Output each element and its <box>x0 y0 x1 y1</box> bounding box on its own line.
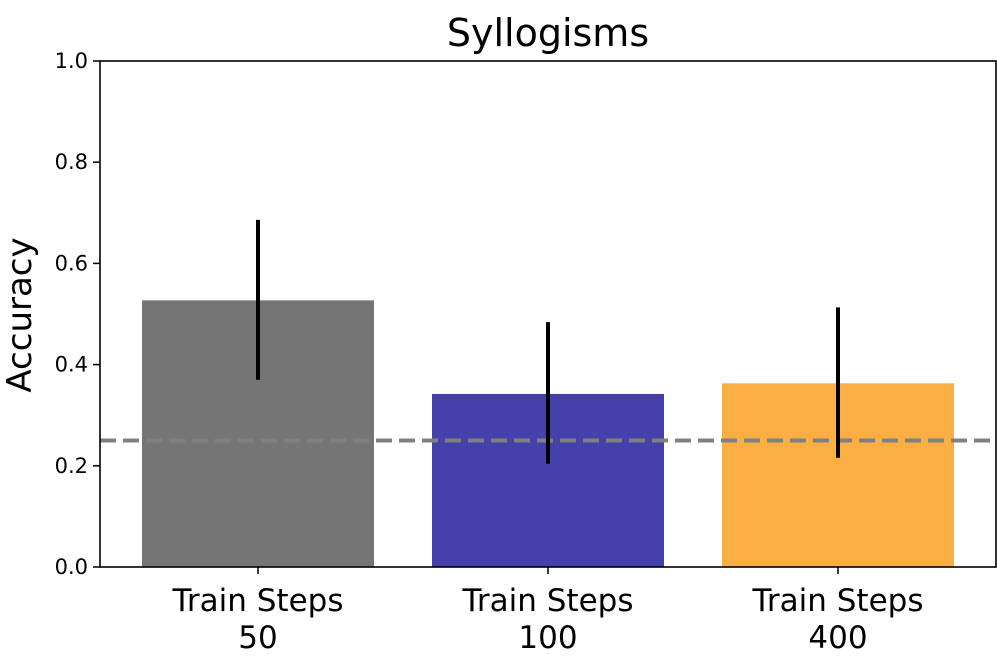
x-tick-label-line: Train Steps <box>752 583 924 619</box>
x-tick-label-line: Train Steps <box>462 583 634 619</box>
x-tick-label-line: Train Steps <box>172 583 344 619</box>
x-tick-label: Train Steps 50 <box>172 583 344 656</box>
plot-area <box>100 219 996 567</box>
x-tick-label-line: 400 <box>808 620 867 656</box>
y-axis-label: Accuracy <box>0 237 40 392</box>
chart-title: Syllogisms <box>447 11 649 55</box>
y-tick-label: 1.0 <box>55 49 88 73</box>
y-tick-label: 0.4 <box>55 353 88 377</box>
x-tick-label: Train Steps 400 <box>752 583 924 656</box>
y-tick-label: 0.8 <box>55 150 88 174</box>
x-tick-label-line: 100 <box>518 620 577 656</box>
x-tick-label: Train Steps 100 <box>462 583 634 656</box>
y-tick-label: 0.2 <box>55 454 88 478</box>
y-tick-label: 0.0 <box>55 555 88 579</box>
y-tick-label: 0.6 <box>55 251 88 275</box>
x-tick-label-line: 50 <box>238 620 277 656</box>
